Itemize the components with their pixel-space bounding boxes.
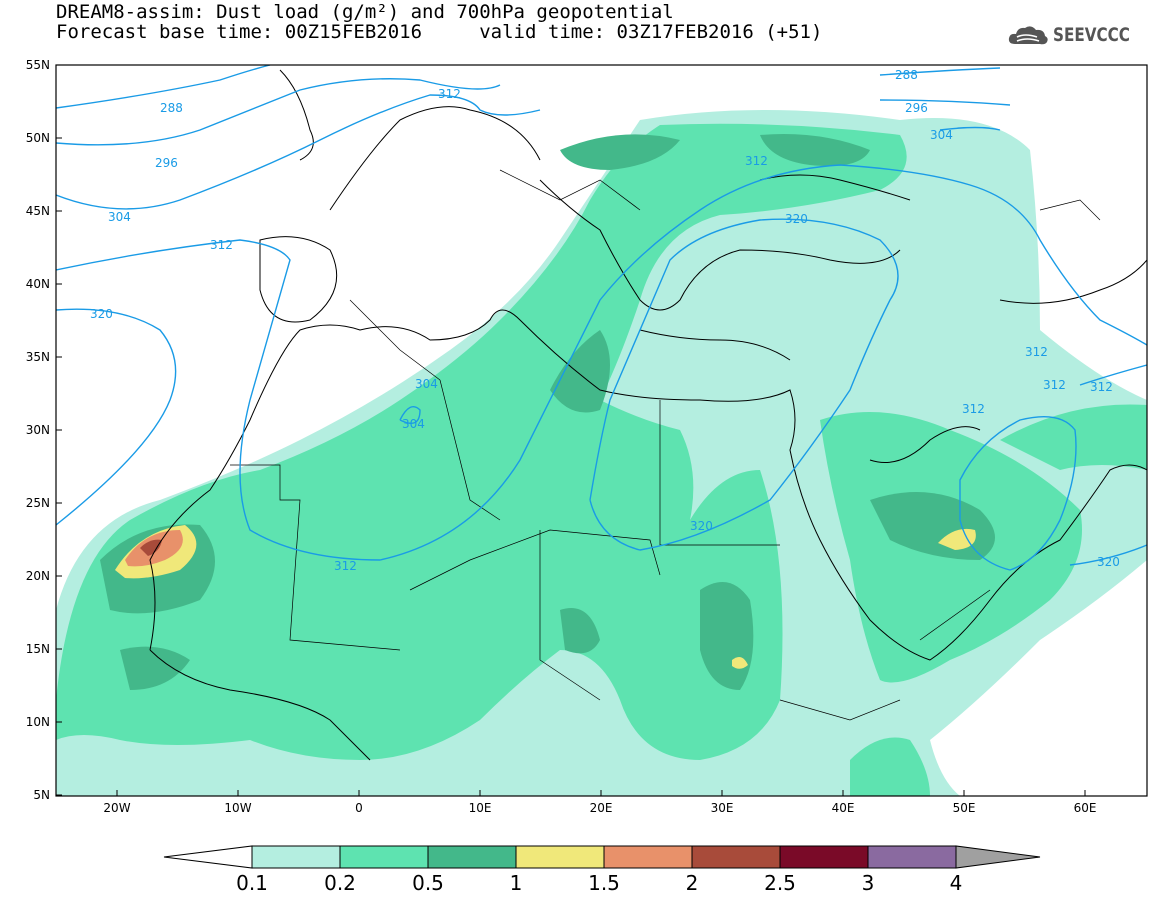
contour-label: 320 bbox=[1097, 555, 1120, 569]
country-borders bbox=[230, 169, 1101, 721]
lon-label: 0 bbox=[355, 801, 363, 815]
contour-label: 312 bbox=[745, 154, 768, 168]
contour-label: 288 bbox=[895, 68, 918, 82]
contour-label: 320 bbox=[690, 519, 713, 533]
lon-label: 40E bbox=[832, 801, 855, 815]
lon-label: 20W bbox=[103, 801, 130, 815]
contour-label: 312 bbox=[210, 238, 233, 252]
colorbar-swatch bbox=[779, 845, 869, 869]
lat-label: 35N bbox=[26, 350, 50, 364]
colorbar bbox=[163, 845, 1041, 869]
contour-label: 312 bbox=[438, 87, 461, 101]
contour-label: 296 bbox=[155, 156, 178, 170]
contour-label: 304 bbox=[930, 128, 953, 142]
latitude-axis bbox=[56, 64, 62, 796]
colorbar-label: 3 bbox=[862, 871, 875, 895]
colorbar-swatch bbox=[691, 845, 781, 869]
contour-label: 312 bbox=[334, 559, 357, 573]
map-title: DREAM8-assim: Dust load (g/m²) and 700hP… bbox=[56, 1, 674, 23]
colorbar-label: 0.5 bbox=[412, 871, 444, 895]
contour-labels: 288 296 304 312 320 304 304 312 320 288 … bbox=[90, 68, 1120, 573]
longitude-labels: 20W 10W 0 10E 20E 30E 40E 50E 60E bbox=[103, 801, 1096, 815]
lat-label: 55N bbox=[26, 58, 50, 72]
contour-label: 288 bbox=[160, 101, 183, 115]
colorbar-label: 0.2 bbox=[324, 871, 356, 895]
colorbar-label: 2.5 bbox=[764, 871, 796, 895]
cloud-icon bbox=[1008, 26, 1048, 45]
lat-label: 15N bbox=[26, 642, 50, 656]
colorbar-swatch bbox=[867, 845, 957, 869]
lat-label: 5N bbox=[33, 788, 50, 802]
contour-label: 312 bbox=[1043, 378, 1066, 392]
lon-label: 60E bbox=[1074, 801, 1097, 815]
colorbar-label: 1 bbox=[510, 871, 523, 895]
colorbar-swatch bbox=[427, 845, 517, 869]
colorbar-under-arrow bbox=[163, 845, 253, 869]
contour-label: 312 bbox=[1090, 380, 1113, 394]
lat-label: 45N bbox=[26, 204, 50, 218]
dust-band-0-2 bbox=[56, 123, 1147, 796]
latitude-labels: 55N 50N 45N 40N 35N 30N 25N 20N 15N 10N … bbox=[26, 58, 50, 802]
colorbar-label: 1.5 bbox=[588, 871, 620, 895]
contour-label: 320 bbox=[90, 307, 113, 321]
contour-label: 312 bbox=[962, 402, 985, 416]
contour-label: 304 bbox=[415, 377, 438, 391]
colorbar-labels: 0.1 0.2 0.5 1 1.5 2 2.5 3 4 bbox=[236, 871, 962, 895]
colorbar-label: 2 bbox=[686, 871, 699, 895]
dust-band-2 bbox=[140, 539, 162, 556]
lat-label: 25N bbox=[26, 496, 50, 510]
seevccc-logo: SEEVCCC bbox=[1007, 22, 1149, 48]
colorbar-swatch bbox=[251, 845, 341, 869]
lat-label: 40N bbox=[26, 277, 50, 291]
lon-label: 30E bbox=[711, 801, 734, 815]
forecast-times: Forecast base time: 00Z15FEB2016 valid t… bbox=[56, 21, 823, 43]
contour-label: 320 bbox=[785, 212, 808, 226]
contour-label: 312 bbox=[1025, 345, 1048, 359]
coastlines bbox=[149, 69, 1147, 761]
geopotential-contours bbox=[56, 65, 1147, 571]
contour-label: 304 bbox=[402, 417, 425, 431]
lon-label: 50E bbox=[953, 801, 976, 815]
contour-label: 304 bbox=[108, 210, 131, 224]
colorbar-swatch bbox=[515, 845, 605, 869]
colorbar-swatch bbox=[339, 845, 429, 869]
logo-text: SEEVCCC bbox=[1052, 24, 1130, 46]
lon-label: 20E bbox=[590, 801, 613, 815]
colorbar-over-arrow bbox=[955, 845, 1041, 869]
lat-label: 20N bbox=[26, 569, 50, 583]
lon-label: 10W bbox=[224, 801, 251, 815]
lon-label: 10E bbox=[469, 801, 492, 815]
colorbar-label: 0.1 bbox=[236, 871, 268, 895]
contour-label: 296 bbox=[905, 101, 928, 115]
lat-label: 10N bbox=[26, 715, 50, 729]
colorbar-label: 4 bbox=[950, 871, 963, 895]
longitude-axis bbox=[116, 790, 1086, 796]
colorbar-swatch bbox=[603, 845, 693, 869]
lat-label: 50N bbox=[26, 131, 50, 145]
lat-label: 30N bbox=[26, 423, 50, 437]
